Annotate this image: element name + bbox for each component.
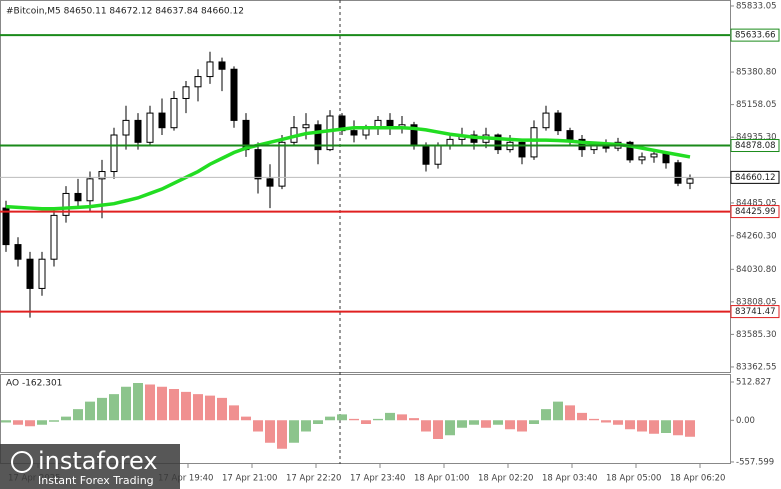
y-tick-label: 84485.05 <box>736 198 777 208</box>
candle-body <box>2 207 10 246</box>
candle-body <box>314 124 322 151</box>
y-tick-label: 85158.05 <box>736 100 777 110</box>
y-tick-label: 83585.30 <box>736 330 777 340</box>
y-tick-label: 85833.05 <box>736 1 777 11</box>
candle-body <box>38 258 46 289</box>
candle-body <box>74 192 82 202</box>
candle-body <box>14 244 22 260</box>
candle-body <box>650 153 658 158</box>
candle-body <box>542 112 550 129</box>
last-price-box <box>730 170 780 184</box>
candle-body <box>110 134 118 173</box>
x-tick-label: 17 Apr 21:00 <box>222 474 277 484</box>
candle-body <box>86 178 94 202</box>
y-tick-label: 84935.30 <box>736 133 777 143</box>
logo: instaforex Instant Forex Trading <box>0 444 180 489</box>
ao-title: AO -162.301 <box>6 379 62 389</box>
last-price-label: 84660.12 <box>735 173 776 183</box>
x-tick-label: 18 Apr 06:20 <box>670 474 725 484</box>
candle-body <box>350 130 358 136</box>
y-tick-label: 85380.80 <box>736 68 777 78</box>
level-label: 84878.08 <box>735 141 776 151</box>
x-tick-label: 18 Apr 02:20 <box>478 474 533 484</box>
level-label-box <box>730 28 780 42</box>
x-tick-label: 18 Apr 05:00 <box>606 474 661 484</box>
candle-body <box>170 97 178 129</box>
y-tick-label: 83808.05 <box>736 297 777 307</box>
candle-body <box>566 130 574 140</box>
logo-name: instaforex <box>38 447 158 475</box>
x-tick-label: 17 Apr 23:40 <box>350 474 405 484</box>
y-tick-label: 84030.80 <box>736 265 777 275</box>
candle-body <box>158 112 166 129</box>
level-label: 83741.47 <box>735 307 776 317</box>
x-tick-label: 18 Apr 01:00 <box>414 474 469 484</box>
y-tick-label: -557.599 <box>736 457 774 467</box>
candle-body <box>230 68 238 121</box>
candle-body <box>326 115 334 151</box>
ao-pane <box>0 374 731 464</box>
candle-body <box>50 214 58 260</box>
x-tick-label: 17 Apr 22:20 <box>286 474 341 484</box>
candle-body <box>266 178 274 187</box>
candle-body <box>494 134 502 151</box>
y-tick-label: 83362.55 <box>736 362 777 372</box>
candle-body <box>686 178 694 184</box>
candle-body <box>146 112 154 143</box>
candle-body <box>122 119 130 136</box>
candle-body <box>422 144 430 165</box>
level-label: 84425.99 <box>735 207 776 217</box>
candle-body <box>302 124 310 129</box>
candle-body <box>218 61 226 70</box>
y-tick-label: 0.00 <box>736 416 755 426</box>
level-label-box <box>730 305 780 319</box>
candle-body <box>62 192 70 216</box>
candle-body <box>254 149 262 180</box>
candle-body <box>446 138 454 146</box>
candle-body <box>182 86 190 99</box>
candle-body <box>26 258 34 289</box>
candle-body <box>530 127 538 158</box>
candle-body <box>194 76 202 88</box>
candle-body <box>674 162 682 184</box>
candle-body <box>434 144 442 165</box>
candle-body <box>98 171 106 180</box>
candle-body <box>626 141 634 161</box>
moving-average <box>5 125 691 211</box>
y-tick-label: 84260.30 <box>736 231 777 241</box>
candle-body <box>518 141 526 158</box>
logo-tagline: Instant Forex Trading <box>38 474 154 487</box>
level-label: 85633.66 <box>735 31 776 41</box>
level-label-box <box>730 205 780 219</box>
x-tick-label: 18 Apr 03:40 <box>542 474 597 484</box>
candle-body <box>278 141 286 187</box>
candle-body <box>578 138 586 151</box>
candle-body <box>662 153 670 164</box>
candle-body <box>206 61 214 78</box>
candle-body <box>638 156 646 161</box>
candle-body <box>554 112 562 132</box>
y-tick-label: 512.827 <box>736 378 771 388</box>
x-tick-label: 17 Apr 19:40 <box>158 474 213 484</box>
chart-title: #Bitcoin,M5 84650.11 84672.12 84637.84 8… <box>6 7 244 17</box>
main-pane <box>0 0 731 373</box>
level-label-box <box>730 139 780 153</box>
candle-body <box>134 119 142 143</box>
logo-icon <box>11 451 33 473</box>
